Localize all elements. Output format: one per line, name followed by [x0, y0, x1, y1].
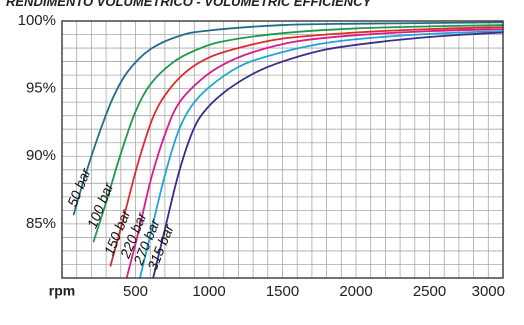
x-tick-label-0: 500	[123, 283, 148, 300]
y-tick-label-1: 95%	[26, 80, 56, 97]
series-line-1	[92, 24, 504, 243]
y-tick-label-3: 85%	[26, 215, 56, 232]
x-tick-label-5: 3000	[472, 283, 505, 300]
series-line-0	[72, 21, 504, 216]
x-tick-label-3: 2000	[339, 283, 372, 300]
plot-frame	[61, 20, 504, 279]
series-line-5	[152, 31, 504, 279]
y-tick-label-0: 100%	[18, 12, 56, 29]
chart-title: RENDIMENTO VOLUMETRICO - VOLUMETRIC EFFI…	[6, 0, 373, 9]
x-tick-label-2: 1500	[266, 283, 299, 300]
x-tick-label-1: 1000	[192, 283, 225, 300]
y-tick-label-2: 90%	[26, 147, 56, 164]
x-axis-label: rpm	[49, 283, 75, 299]
series-line-2	[109, 26, 504, 267]
series-line-3	[125, 28, 504, 279]
series-lines	[72, 21, 504, 279]
axes: 100% 95% 90% 85% 500 1000 1500 2000 2500 3000	[18, 12, 505, 300]
series-line-4	[139, 30, 504, 279]
series-label-0: 50 bar	[64, 165, 94, 209]
x-tick-label-4: 2500	[413, 283, 446, 300]
